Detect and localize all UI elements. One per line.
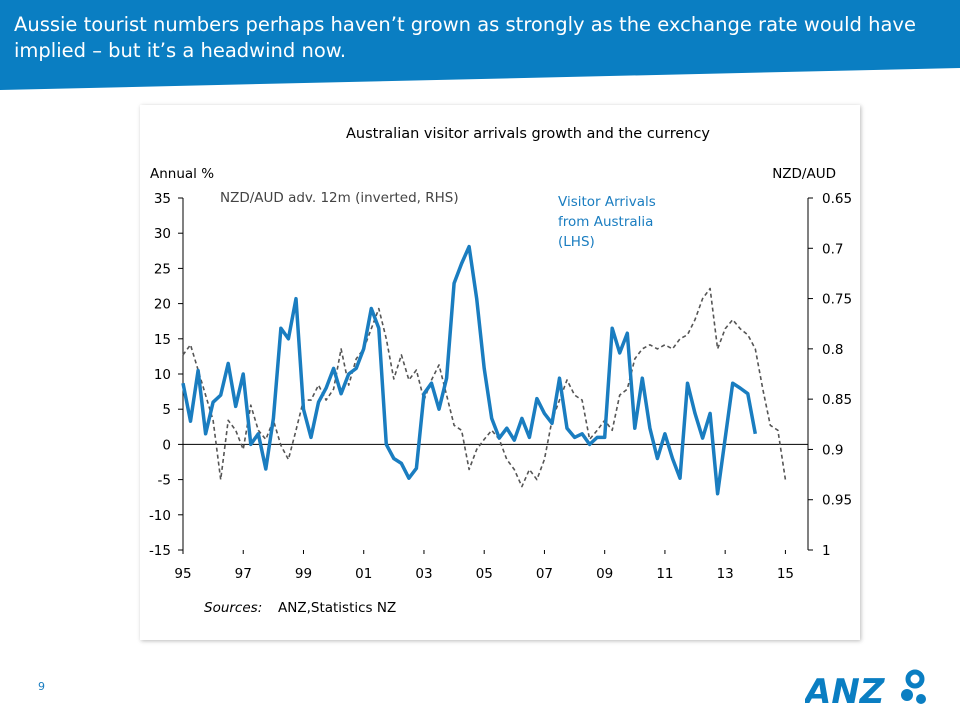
y2-tick-label: 0.75	[822, 292, 852, 308]
y2-tick-label: 1	[822, 543, 831, 559]
y2-tick-label: 0.95	[822, 493, 852, 509]
x-tick-label: 97	[235, 566, 252, 582]
y-tick-label: 15	[154, 332, 171, 348]
y-tick-label: 0	[162, 437, 171, 453]
y-tick-label: 20	[154, 297, 171, 313]
x-tick-label: 99	[295, 566, 312, 582]
logo-icon	[901, 689, 913, 701]
x-tick-label: 11	[656, 566, 673, 582]
x-tick-label: 95	[174, 566, 191, 582]
x-tick-label: 13	[717, 566, 734, 582]
x-tick-label: 03	[415, 566, 432, 582]
y-tick-label: 5	[162, 402, 171, 418]
annotation: (LHS)	[558, 234, 595, 250]
y2-tick-label: 0.85	[822, 392, 852, 408]
x-tick-label: 05	[476, 566, 493, 582]
source-text: ANZ,Statistics NZ	[278, 600, 396, 616]
slide-title: Aussie tourist numbers perhaps haven’t g…	[14, 13, 916, 62]
y-tick-label: -15	[149, 543, 171, 559]
y-tick-label: 10	[154, 367, 171, 383]
header-shape	[0, 0, 960, 90]
y2-axis-label: NZD/AUD	[772, 166, 836, 182]
page-number: 9	[38, 680, 45, 693]
series-line	[181, 244, 758, 496]
annotation: Visitor Arrivals	[558, 194, 656, 210]
y-tick-label: -5	[158, 473, 171, 489]
y2-tick-label: 0.9	[822, 442, 843, 458]
annotation: NZD/AUD adv. 12m (inverted, RHS)	[220, 190, 459, 206]
logo: ANZ	[805, 669, 926, 712]
x-tick-label: 15	[777, 566, 794, 582]
source-label: Sources:	[204, 600, 262, 616]
y2-tick-label: 0.8	[822, 342, 843, 358]
y-tick-label: 25	[154, 261, 171, 277]
x-tick-label: 07	[536, 566, 553, 582]
logo-icon	[905, 669, 925, 689]
y-tick-label: 30	[154, 226, 171, 242]
y-tick-label: 35	[154, 191, 171, 207]
y2-tick-label: 0.7	[822, 241, 843, 257]
annotation: from Australia	[558, 214, 653, 230]
logo-icon	[916, 694, 926, 704]
logo-text: ANZ	[805, 672, 886, 712]
header-band	[0, 0, 960, 90]
y-tick-label: -10	[149, 508, 171, 524]
chart-title: Australian visitor arrivals growth and t…	[346, 126, 710, 142]
y-axis-label: Annual %	[150, 166, 214, 182]
series-line	[182, 287, 787, 488]
x-tick-label: 01	[355, 566, 372, 582]
x-tick-label: 09	[596, 566, 613, 582]
y2-tick-label: 0.65	[822, 191, 852, 207]
